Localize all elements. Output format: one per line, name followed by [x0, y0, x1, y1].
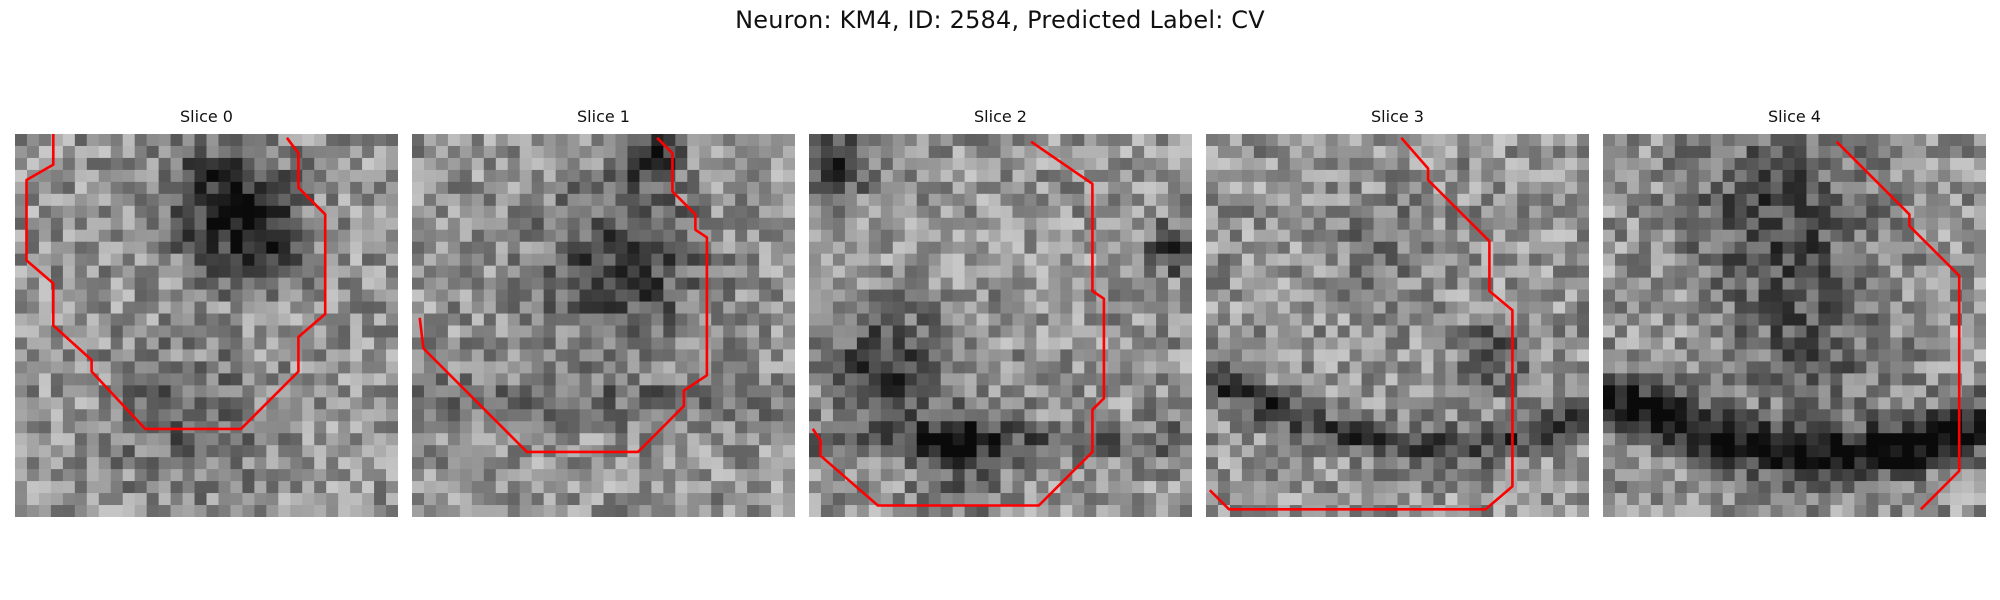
- slice-image-4: [1603, 134, 1986, 517]
- slice-title-3: Slice 3: [1371, 107, 1424, 126]
- slice-title-4: Slice 4: [1768, 107, 1821, 126]
- slice-panel-1: Slice 1: [412, 107, 795, 527]
- slice-image-2: [809, 134, 1192, 517]
- slice-image-1: [412, 134, 795, 517]
- contour-line-0: [25, 134, 327, 431]
- contour-line-1: [418, 136, 709, 454]
- slice-panel-0: Slice 0: [15, 107, 398, 527]
- contour-line-3: [1208, 136, 1514, 511]
- slice-title-1: Slice 1: [577, 107, 630, 126]
- contour-line-4: [1835, 140, 1961, 511]
- contour-line-2: [811, 140, 1106, 507]
- slice-title-2: Slice 2: [974, 107, 1027, 126]
- figure-title: Neuron: KM4, ID: 2584, Predicted Label: …: [735, 6, 1265, 34]
- slice-panel-2: Slice 2: [809, 107, 1192, 527]
- slice-panel-4: Slice 4: [1603, 107, 1986, 527]
- slice-image-0: [15, 134, 398, 517]
- slice-panel-3: Slice 3: [1206, 107, 1589, 527]
- slice-image-3: [1206, 134, 1589, 517]
- slice-title-0: Slice 0: [180, 107, 233, 126]
